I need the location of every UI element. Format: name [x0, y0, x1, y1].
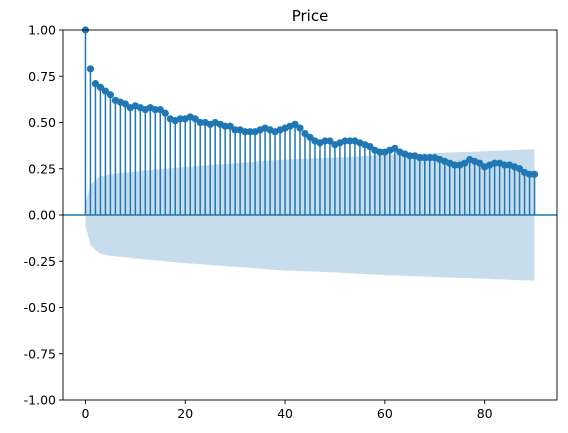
acf-point-lag-59	[376, 148, 384, 156]
acf-point-lag-28	[221, 122, 229, 130]
x-tick-label: 20	[177, 406, 193, 421]
chart-title: Price	[292, 7, 329, 25]
acf-point-lag-15	[156, 105, 164, 114]
acf-point-lag-87	[515, 165, 524, 173]
acf-point-lag-22	[191, 115, 199, 123]
acf-point-lag-43	[296, 124, 304, 132]
acf-point-lag-1	[86, 65, 95, 73]
acf-point-lag-76	[461, 159, 469, 167]
acf-point-lag-62	[391, 144, 399, 152]
acf-point-lag-74	[451, 161, 459, 169]
acf-point-lag-52	[341, 137, 349, 145]
acf-point-lag-33	[246, 128, 254, 136]
acf-point-lag-19	[176, 115, 184, 123]
acf-point-lag-49	[326, 137, 334, 145]
stem-layer	[63, 26, 557, 216]
y-tick-label: 1.00	[28, 23, 56, 38]
acf-point-lag-84	[501, 161, 509, 169]
acf-point-lag-16	[161, 109, 169, 117]
acf-point-lag-90	[530, 170, 539, 178]
acf-point-lag-53	[346, 137, 354, 145]
acf-point-lag-2	[91, 80, 100, 88]
acf-point-lag-5	[106, 91, 115, 99]
acf-point-lag-4	[101, 87, 110, 95]
y-tick-label: -0.25	[24, 254, 56, 269]
acf-point-lag-89	[525, 170, 534, 178]
axes-layer: -1.00 -0.75 -0.50 -0.25 0.00 0.25 0.50 0.75 1.00…	[24, 23, 558, 421]
x-tick-label: 0	[81, 406, 89, 421]
y-tick-label: 0.50	[28, 115, 56, 130]
acf-point-lag-14	[151, 105, 159, 114]
acf-point-lag-79	[476, 159, 484, 167]
acf-point-lag-82	[491, 159, 499, 167]
acf-point-lag-45	[306, 133, 314, 141]
y-tick-label: 0.25	[28, 161, 56, 176]
acf-point-lag-69	[426, 154, 434, 162]
acf-point-lag-67	[416, 154, 424, 162]
acf-point-lag-44	[301, 130, 309, 138]
x-tick-label: 60	[377, 406, 393, 421]
x-tick-label: 80	[477, 406, 493, 421]
acf-point-lag-65	[406, 152, 414, 160]
y-tick-label: -1.00	[24, 393, 56, 408]
y-tick-label: 0.75	[28, 69, 56, 84]
acf-point-lag-30	[231, 126, 239, 134]
x-tick-label: 40	[277, 406, 293, 421]
acf-point-lag-42	[291, 120, 299, 128]
acf-point-lag-48	[321, 137, 329, 145]
acf-point-lag-32	[241, 128, 249, 136]
acf-point-lag-8	[121, 100, 129, 108]
acf-point-lag-23	[196, 118, 204, 127]
y-tick-label: -0.75	[24, 346, 56, 361]
acf-point-lag-68	[421, 154, 429, 162]
acf-point-lag-29	[226, 122, 234, 130]
acf-point-lag-57	[366, 142, 374, 151]
acf-point-lag-3	[96, 83, 105, 91]
y-tick-label: 0.00	[28, 208, 56, 223]
y-tick-label: -0.50	[24, 300, 56, 315]
